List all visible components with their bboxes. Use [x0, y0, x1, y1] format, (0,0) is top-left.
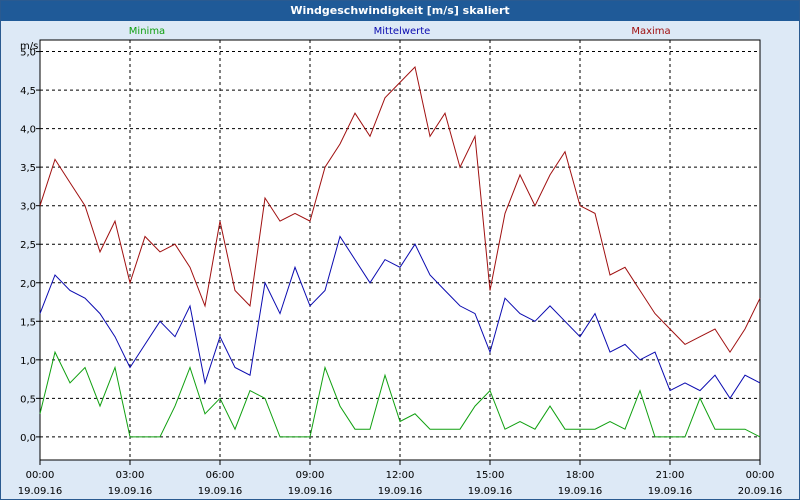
x-tick-date: 19.09.16: [378, 486, 423, 497]
y-tick-label: 4,0: [20, 125, 36, 136]
y-axis-label: m/s: [20, 41, 38, 52]
y-tick-label: 2,0: [20, 279, 36, 290]
y-tick-label: 4,5: [20, 86, 36, 97]
x-tick-date: 19.09.16: [558, 486, 603, 497]
x-tick-date: 20.09.16: [738, 486, 783, 497]
y-tick-label: 2,5: [20, 240, 36, 251]
x-tick-date: 19.09.16: [288, 486, 333, 497]
x-tick-time: 00:00: [746, 470, 775, 481]
x-tick-date: 19.09.16: [648, 486, 693, 497]
series-lines: [39, 65, 761, 438]
legend-maxima: Maxima: [631, 26, 670, 37]
x-tick-date: 19.09.16: [108, 486, 153, 497]
x-axis-ticks: 00:00 19.09.16 03:00 19.09.16 06:00 19.09.16 0…: [18, 460, 783, 497]
window-title: Windgeschwindigkeit [m/s] skaliert: [1, 1, 799, 21]
x-tick-date: 19.09.16: [468, 486, 513, 497]
x-tick-date: 19.09.16: [198, 486, 243, 497]
x-tick-time: 12:00: [386, 470, 415, 481]
legend-mittelwerte: Mittelwerte: [374, 26, 431, 37]
series-line-maxima: [39, 65, 761, 354]
series-line-minima: [39, 350, 761, 438]
x-tick-time: 03:00: [116, 470, 145, 481]
legend-minima: Minima: [129, 26, 165, 37]
y-tick-label: 1,0: [20, 356, 36, 367]
y-tick-label: 5,0: [20, 48, 36, 59]
y-axis-ticks: 0,0 0,5 1,0 1,5 2,0 2,5 3,0 3,5 4,0 4,5 5,0: [20, 48, 40, 444]
x-tick-time: 09:00: [296, 470, 325, 481]
y-tick-label: 1,5: [20, 317, 36, 328]
x-tick-time: 15:00: [476, 470, 505, 481]
y-tick-label: 3,0: [20, 202, 36, 213]
x-tick-time: 18:00: [566, 470, 595, 481]
x-tick-time: 06:00: [206, 470, 235, 481]
x-tick-date: 19.09.16: [18, 486, 63, 497]
series-line-mittelwerte: [39, 235, 761, 400]
y-tick-label: 0,0: [20, 433, 36, 444]
x-tick-time: 21:00: [656, 470, 685, 481]
y-tick-label: 3,5: [20, 163, 36, 174]
x-tick-time: 00:00: [26, 470, 55, 481]
y-tick-label: 0,5: [20, 394, 36, 405]
